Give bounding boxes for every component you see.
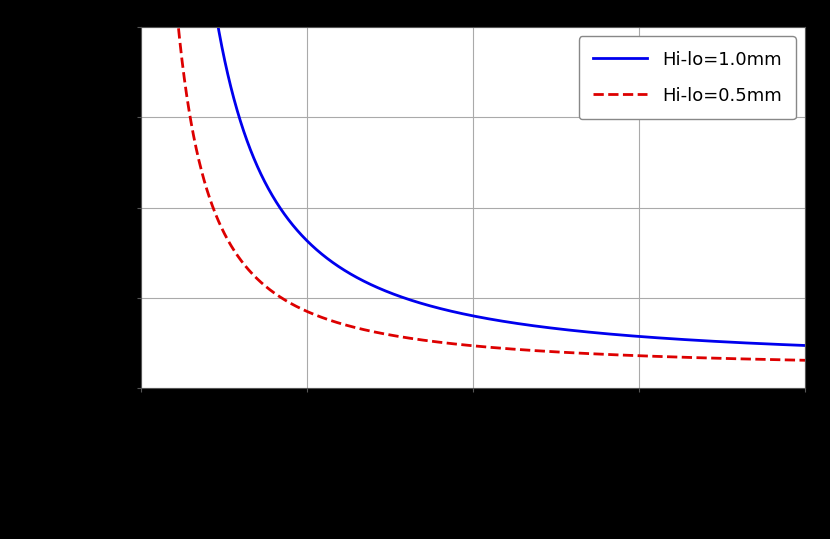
Hi-lo=0.5mm: [659, 354, 669, 360]
Line: Hi-lo=1.0mm: Hi-lo=1.0mm: [141, 0, 805, 345]
Hi-lo=0.5mm: [781, 357, 791, 363]
Hi-lo=0.5mm: [459, 342, 469, 348]
Hi-lo=0.5mm: [442, 340, 452, 346]
Hi-lo=1.0mm: [800, 342, 810, 349]
Hi-lo=0.5mm: [780, 357, 790, 363]
Hi-lo=1.0mm: [781, 342, 791, 348]
Legend: Hi-lo=1.0mm, Hi-lo=0.5mm: Hi-lo=1.0mm, Hi-lo=0.5mm: [579, 36, 796, 120]
Hi-lo=0.5mm: [800, 357, 810, 363]
Hi-lo=1.0mm: [780, 342, 790, 348]
Hi-lo=1.0mm: [459, 311, 469, 317]
Hi-lo=1.0mm: [442, 307, 452, 313]
Hi-lo=1.0mm: [659, 335, 669, 342]
Line: Hi-lo=0.5mm: Hi-lo=0.5mm: [141, 0, 805, 360]
